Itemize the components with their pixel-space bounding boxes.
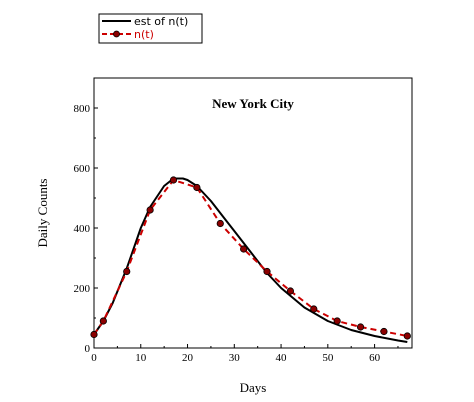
observed-point xyxy=(380,327,388,336)
legend-label-estimate: est of n(t) xyxy=(134,15,188,28)
observed-point xyxy=(99,317,107,325)
x-tick-label: 20 xyxy=(182,352,194,364)
y-axis: 0 200 400 600 800 xyxy=(74,103,98,355)
observed-point xyxy=(333,317,341,325)
observed-point xyxy=(310,305,318,313)
observed-point xyxy=(146,206,154,214)
x-axis-label: Days xyxy=(240,380,267,395)
x-axis: 0 10 20 30 40 50 60 xyxy=(91,344,399,364)
observed-point xyxy=(263,267,271,276)
legend-label-observed: n(t) xyxy=(134,28,154,41)
x-tick-label: 60 xyxy=(369,352,381,364)
legend-box xyxy=(98,13,203,44)
observed-point xyxy=(169,176,178,184)
legend: est of n(t) n(t) xyxy=(98,13,203,44)
observed-point xyxy=(90,330,98,339)
x-tick-label: 40 xyxy=(276,352,288,364)
observed-point xyxy=(286,287,295,295)
observed-point xyxy=(216,219,224,228)
observed-point xyxy=(356,323,365,331)
y-tick-label: 600 xyxy=(74,163,91,175)
y-tick-label: 400 xyxy=(74,223,91,235)
chart-title: New York City xyxy=(212,96,294,111)
observed-point xyxy=(403,332,411,340)
observed-point xyxy=(240,245,248,253)
observed-line xyxy=(93,179,408,337)
legend-marker-observed xyxy=(113,30,120,38)
x-tick-label: 10 xyxy=(135,352,147,364)
y-axis-label: Daily Counts xyxy=(35,179,50,248)
plot-area xyxy=(93,77,413,349)
x-tick-label: 50 xyxy=(322,352,334,364)
y-tick-label: 0 xyxy=(85,343,91,355)
y-tick-label: 800 xyxy=(74,103,91,115)
series-layer xyxy=(90,176,411,343)
x-tick-label: 30 xyxy=(229,352,241,364)
y-tick-label: 200 xyxy=(74,283,91,295)
observed-point xyxy=(193,183,201,192)
x-tick-label: 0 xyxy=(91,352,97,364)
observed-point xyxy=(123,267,131,276)
